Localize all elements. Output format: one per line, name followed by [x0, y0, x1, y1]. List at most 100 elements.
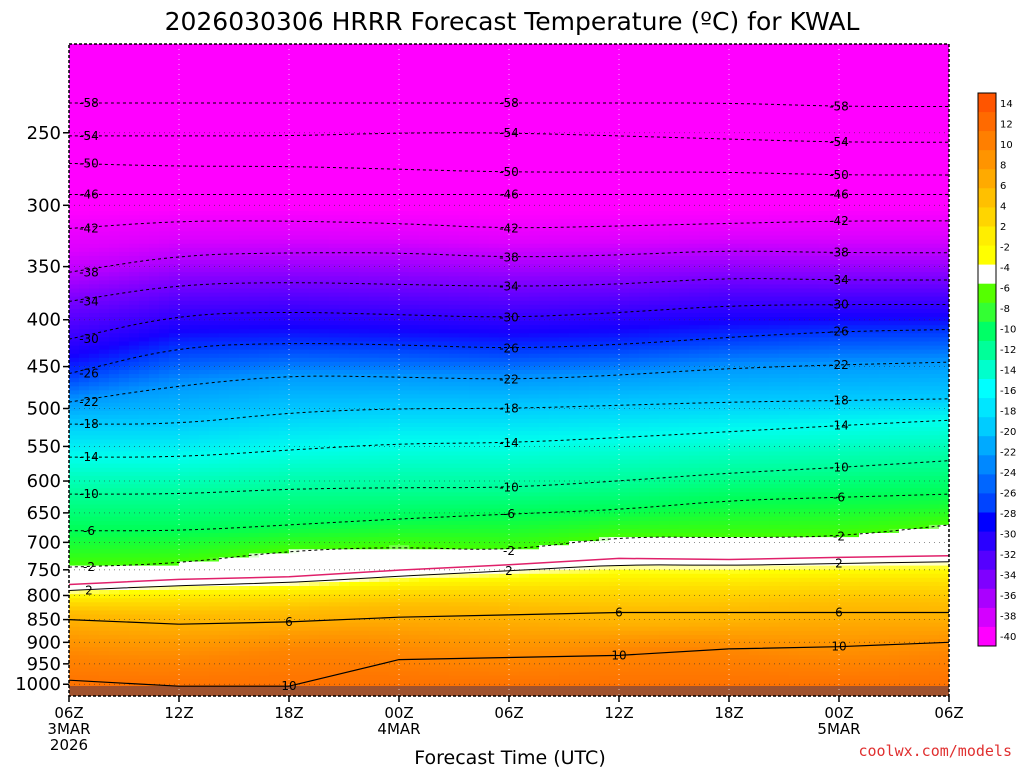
colorbar-label: -20	[1000, 427, 1016, 438]
isotherm-label: -42	[829, 214, 849, 228]
isotherm-label: 2	[835, 556, 843, 570]
isotherm-line	[69, 304, 949, 340]
isotherm-label: -2	[833, 530, 845, 544]
colorbar-swatch	[978, 417, 996, 437]
x-tick-label: 06Z	[54, 704, 83, 722]
colorbar-swatch	[978, 188, 996, 208]
isotherm-label: -6	[83, 524, 95, 538]
colorbar-swatch	[978, 264, 996, 285]
isotherm-line	[69, 361, 949, 403]
isotherm-label: -30	[79, 332, 99, 346]
colorbar-swatch	[978, 455, 996, 475]
y-tick-label: 300	[27, 195, 61, 216]
isotherm-label: 6	[835, 606, 843, 620]
colorbar-swatch	[978, 131, 996, 151]
isotherm-line	[69, 220, 949, 229]
isotherm-label: -22	[829, 358, 849, 372]
x-tick-label: 00Z	[824, 704, 853, 722]
colorbar-label: -38	[1000, 611, 1016, 622]
colorbar-swatch	[978, 398, 996, 418]
isotherm-line	[69, 460, 949, 495]
isotherm-label: -30	[499, 311, 519, 325]
x-tick-label: 2026	[50, 736, 88, 754]
freezing-line	[69, 555, 949, 586]
colorbar-swatch	[978, 360, 996, 380]
isotherm-line	[69, 278, 949, 302]
isotherm-label: -58	[79, 96, 99, 110]
colorbar-label: -16	[1000, 386, 1016, 397]
isotherm-line	[69, 419, 949, 458]
isotherm-label: 2	[505, 564, 513, 578]
colorbar-swatch	[978, 302, 996, 323]
isotherm-line	[69, 561, 949, 591]
x-tick-label: 18Z	[274, 704, 303, 722]
colorbar-label: -14	[1000, 366, 1016, 377]
colorbar-label: -12	[1000, 345, 1016, 356]
colorbar-label: 10	[1000, 140, 1013, 151]
isotherm-label: -6	[503, 507, 515, 521]
isotherm-label: -18	[829, 394, 849, 408]
isotherm-label: -22	[499, 373, 519, 387]
isotherm-label: -18	[79, 417, 99, 431]
colorbar-swatch	[978, 569, 996, 590]
isotherm-line	[69, 329, 949, 375]
colorbar-swatch	[978, 93, 996, 113]
isotherm-label: -38	[499, 250, 519, 264]
colorbar-label: 8	[1000, 161, 1006, 172]
isotherm-label: -46	[79, 188, 99, 202]
isotherm-label: -50	[829, 168, 849, 182]
isotherm-line	[69, 162, 949, 176]
colorbar-swatch	[978, 626, 996, 647]
colorbar-swatch	[978, 493, 996, 513]
isotherm-line	[69, 641, 949, 687]
isotherm-label: 6	[615, 606, 623, 620]
x-tick-label: 06Z	[494, 704, 523, 722]
isotherm-label: -6	[833, 490, 845, 504]
colorbar-swatch	[978, 550, 996, 571]
isotherm-label: -10	[829, 461, 849, 475]
isotherm-label: -14	[829, 419, 849, 433]
colorbar-swatch	[978, 207, 996, 227]
chart-title: 2026030306 HRRR Forecast Temperature (ºC…	[165, 7, 860, 36]
colorbar-swatch	[978, 512, 996, 533]
colorbar-swatch	[978, 474, 996, 494]
isotherm-label: -2	[503, 544, 515, 558]
colorbar-label: 4	[1000, 202, 1006, 213]
isotherm-label: -30	[829, 298, 849, 312]
isotherm-label: -14	[79, 450, 99, 464]
colorbar-label: -30	[1000, 529, 1016, 540]
isotherm-label: -42	[499, 222, 519, 236]
isotherm-label: -18	[499, 402, 519, 416]
y-tick-label: 700	[27, 532, 61, 553]
isotherm-label: -38	[829, 246, 849, 260]
y-tick-label: 800	[27, 585, 61, 606]
isotherm-label: 10	[831, 640, 846, 654]
colorbar-swatch	[978, 607, 996, 628]
colorbar-label: -32	[1000, 550, 1016, 561]
x-tick-label: 12Z	[604, 704, 633, 722]
x-axis-label: Forecast Time (UTC)	[414, 747, 605, 768]
isotherm-label: -22	[79, 395, 99, 409]
isotherm-label: -34	[499, 280, 519, 294]
below-ground-strip	[69, 686, 949, 696]
colorbar-swatch	[978, 283, 996, 304]
colorbar-swatch	[978, 531, 996, 552]
isotherm-label: -38	[79, 265, 99, 279]
colorbar-label: 14	[1000, 99, 1013, 110]
colorbar-label: -24	[1000, 468, 1016, 479]
colorbar-label: -40	[1000, 632, 1016, 643]
isotherm-label: 2	[85, 584, 93, 598]
isotherm-line	[69, 493, 949, 532]
isotherm-label: 10	[611, 648, 626, 662]
colorbar-label: -28	[1000, 509, 1016, 520]
isotherm-label: -26	[499, 342, 519, 356]
x-tick-label: 3MAR	[47, 720, 90, 738]
colorbar-swatch	[978, 436, 996, 456]
colorbar-swatch	[978, 379, 996, 399]
isotherm-line	[69, 102, 949, 107]
y-tick-label: 400	[27, 310, 61, 331]
y-tick-label: 600	[27, 471, 61, 492]
y-tick-label: 550	[27, 436, 61, 457]
colorbar-label: -6	[1000, 284, 1010, 295]
